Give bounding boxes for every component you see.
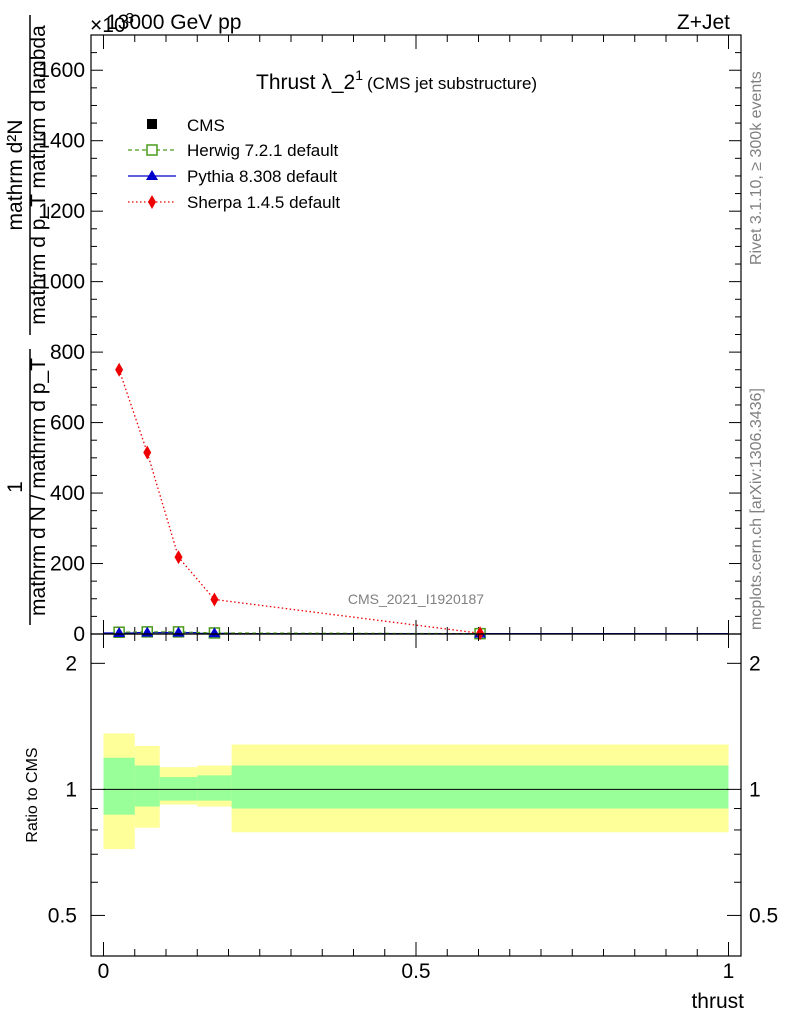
ratio-y-ticks: 0.5 0.5 1 1 2 2 bbox=[48, 652, 778, 927]
x-tick-label: 0.5 bbox=[401, 960, 430, 983]
ratio-band-inner bbox=[197, 775, 232, 801]
mcplots-label: mcplots.cern.ch [arXiv:1306.3436] bbox=[748, 388, 765, 630]
legend-item-sherpa: Sherpa 1.4.5 default bbox=[128, 193, 340, 212]
y-exponent-base: ×10 bbox=[90, 14, 126, 37]
legend-label-herwig: Herwig 7.2.1 default bbox=[187, 141, 338, 160]
legend-item-pythia: Pythia 8.308 default bbox=[128, 167, 338, 186]
main-x-ticks bbox=[103, 35, 729, 634]
plot-title-sup: 1 bbox=[355, 67, 363, 83]
ratio-bands bbox=[103, 733, 729, 850]
y-label-prefactor-num: 1 bbox=[4, 481, 27, 493]
analysis-watermark: CMS_2021_I1920187 bbox=[348, 591, 484, 607]
sherpa-point bbox=[210, 592, 219, 607]
main-y-tick-label: 1200 bbox=[38, 200, 85, 223]
y-exponent-power: 3 bbox=[126, 10, 134, 27]
ratio-band-inner bbox=[231, 765, 729, 809]
legend-marker-pythia bbox=[146, 170, 158, 180]
main-y-tick-label: 0 bbox=[73, 623, 85, 646]
ratio-y-tick-label-right: 2 bbox=[749, 652, 761, 675]
main-y-ticks: 0 200 400 600 800 1000 1200 1400 1600 bbox=[38, 34, 741, 646]
ratio-y-tick-label-right: 1 bbox=[749, 778, 761, 801]
plot-title-suffix: (CMS jet substructure) bbox=[367, 74, 537, 93]
plot-title-main: Thrust λ_2 bbox=[256, 71, 355, 94]
ratio-y-tick-label: 1 bbox=[65, 778, 77, 801]
ratio-band-inner bbox=[103, 757, 135, 815]
main-y-tick-label: 200 bbox=[50, 553, 85, 576]
legend-marker-sherpa bbox=[148, 195, 156, 209]
plot-title: Thrust λ_21 (CMS jet substructure) bbox=[256, 67, 537, 94]
main-y-tick-label: 400 bbox=[50, 482, 85, 505]
x-tick-label: 1 bbox=[723, 960, 735, 983]
y-exponent-label: ×103 bbox=[90, 10, 134, 37]
ratio-x-ticks: 0 0.5 1 bbox=[98, 634, 735, 983]
ratio-y-tick-label: 0.5 bbox=[48, 904, 77, 927]
legend-marker-cms bbox=[147, 119, 157, 129]
header-energy: 13000 GeV pp bbox=[106, 11, 241, 34]
legend-label-cms: CMS bbox=[187, 116, 225, 135]
legend-item-herwig: Herwig 7.2.1 default bbox=[128, 141, 338, 160]
sherpa-point bbox=[115, 362, 124, 377]
sherpa-point bbox=[174, 550, 183, 565]
ratio-y-tick-label-right: 0.5 bbox=[749, 904, 778, 927]
main-y-tick-label: 800 bbox=[50, 341, 85, 364]
legend-marker-herwig bbox=[146, 144, 158, 156]
main-y-axis-label: 1 mathrm d N / mathrm d p_T mathrm d²N m… bbox=[4, 15, 50, 625]
main-panel: 0 200 400 600 800 1000 1200 1400 1600 bbox=[38, 34, 742, 646]
ratio-panel: 0.5 0.51 12 2 0 0.5 1 bbox=[48, 633, 778, 983]
sherpa-point bbox=[143, 445, 152, 460]
ratio-band-inner bbox=[134, 765, 160, 807]
legend-label-sherpa: Sherpa 1.4.5 default bbox=[187, 193, 340, 212]
ratio-band-inner bbox=[159, 777, 198, 801]
x-axis-label: thrust bbox=[691, 990, 744, 1013]
y-label-numerator: mathrm d²N bbox=[4, 120, 27, 231]
y-label-denominator: mathrm d p_T mathrm d lambda bbox=[27, 25, 50, 325]
rivet-label: Rivet 3.1.10, ≥ 300k events bbox=[748, 71, 765, 265]
header-process: Z+Jet bbox=[677, 11, 730, 34]
legend-item-cms: CMS bbox=[147, 116, 225, 135]
ratio-frame bbox=[90, 633, 742, 957]
ratio-y-tick-label: 2 bbox=[65, 652, 77, 675]
legend-label-pythia: Pythia 8.308 default bbox=[187, 167, 338, 186]
main-y-tick-label: 1400 bbox=[38, 130, 85, 153]
ratio-y-axis-label: Ratio to CMS bbox=[24, 747, 41, 842]
main-y-tick-label: 1600 bbox=[38, 59, 85, 82]
main-y-tick-label: 1000 bbox=[38, 271, 85, 294]
x-tick-label: 0 bbox=[98, 960, 110, 983]
pythia-point bbox=[208, 627, 221, 638]
main-y-tick-label: 600 bbox=[50, 412, 85, 435]
legend: CMS Herwig 7.2.1 default Pythia 8.308 de… bbox=[128, 116, 340, 212]
y-label-prefactor-den: mathrm d N / mathrm d p_T bbox=[27, 358, 50, 616]
